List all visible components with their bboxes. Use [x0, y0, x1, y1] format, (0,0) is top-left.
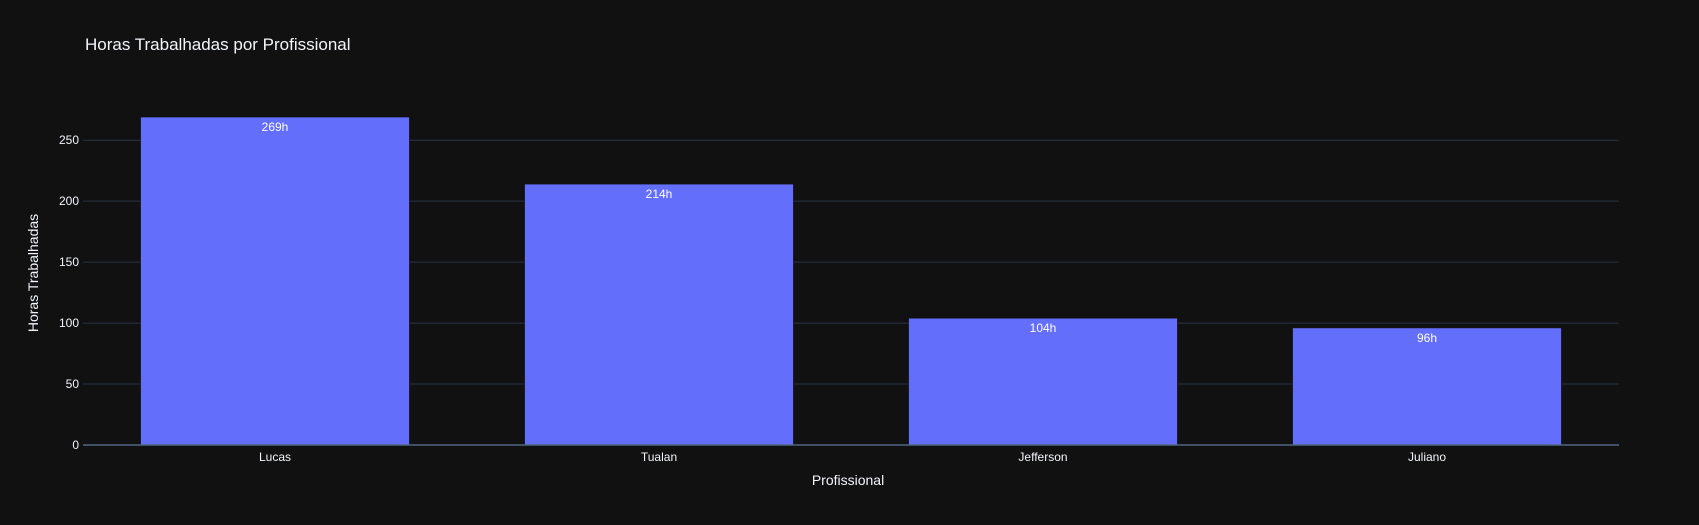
- chart-title: Horas Trabalhadas por Profissional: [85, 35, 351, 54]
- y-tick-label: 0: [72, 438, 79, 452]
- bar-juliano: [1292, 327, 1562, 446]
- x-axis-ticks: Lucas Tualan Jefferson Juliano: [259, 450, 1446, 464]
- bars: [140, 116, 1562, 446]
- bar-tualan: [524, 183, 794, 446]
- y-tick-label: 50: [66, 377, 80, 391]
- bar-lucas: [140, 116, 410, 446]
- data-labels: 269h 214h 104h 96h: [262, 120, 1437, 345]
- y-axis-ticks: 0 50 100 150 200 250: [59, 133, 79, 452]
- bar-value-label: 104h: [1030, 321, 1057, 335]
- x-axis-title: Profissional: [812, 472, 884, 488]
- y-tick-label: 100: [59, 316, 79, 330]
- y-tick-label: 150: [59, 255, 79, 269]
- x-tick-label: Jefferson: [1018, 450, 1067, 464]
- x-tick-label: Lucas: [259, 450, 291, 464]
- bar-value-label: 96h: [1417, 331, 1437, 345]
- y-axis-title: Horas Trabalhadas: [25, 214, 41, 332]
- x-tick-label: Juliano: [1408, 450, 1446, 464]
- bar-value-label: 269h: [262, 120, 289, 134]
- y-tick-label: 200: [59, 194, 79, 208]
- x-tick-label: Tualan: [641, 450, 677, 464]
- bar-jefferson: [908, 317, 1178, 446]
- y-tick-label: 250: [59, 133, 79, 147]
- bar-value-label: 214h: [646, 187, 673, 201]
